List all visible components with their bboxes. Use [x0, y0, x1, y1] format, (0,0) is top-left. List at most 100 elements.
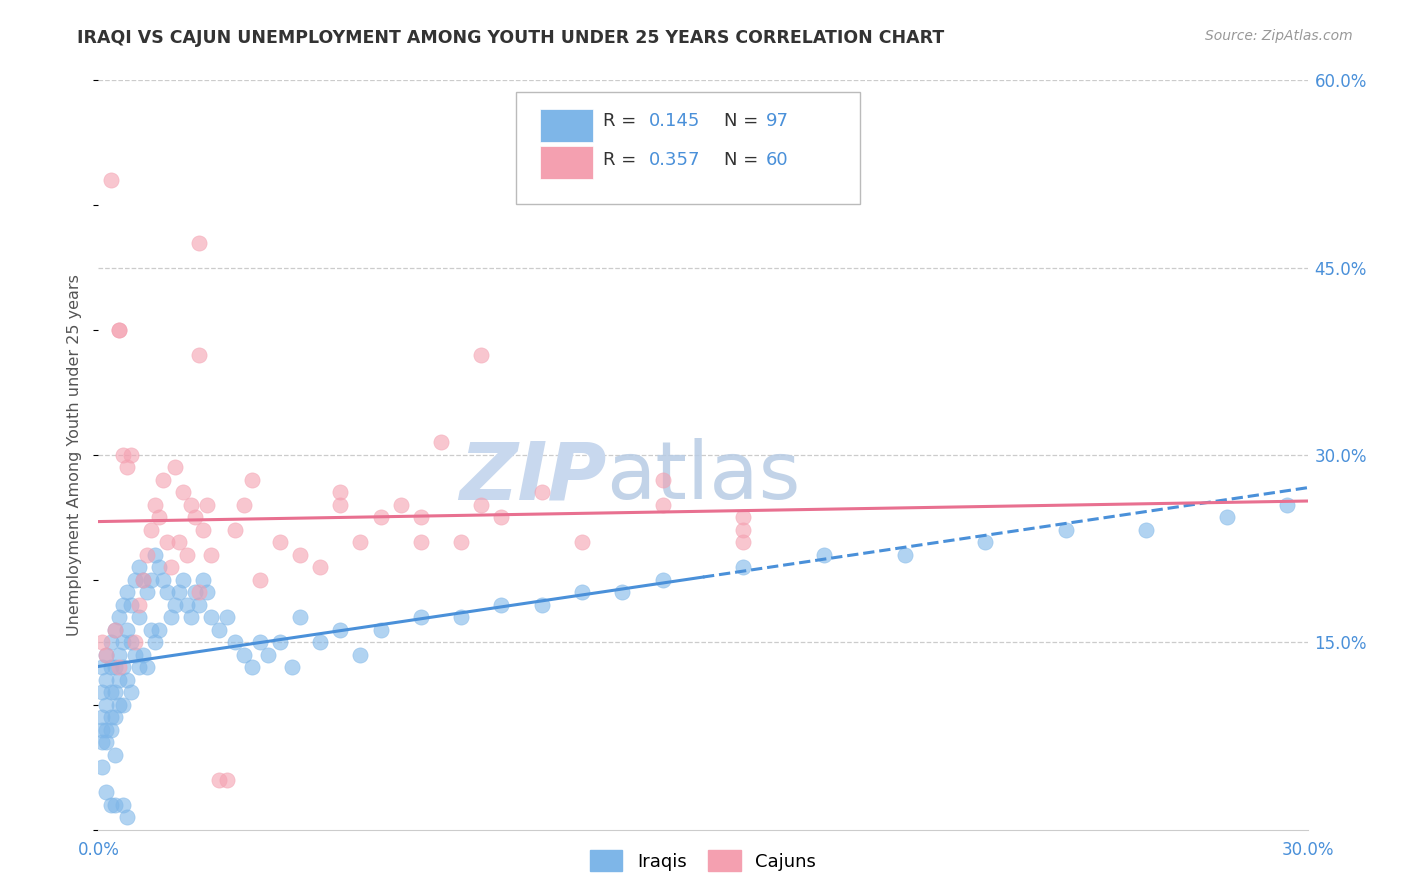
Point — [329, 498, 352, 512]
Text: atlas: atlas — [606, 438, 800, 516]
Point — [409, 510, 432, 524]
Point — [180, 498, 202, 512]
Point — [309, 635, 332, 649]
Point — [281, 660, 304, 674]
Point — [115, 460, 138, 475]
Point — [152, 473, 174, 487]
Point — [1135, 523, 1157, 537]
Point — [103, 623, 125, 637]
Point — [148, 623, 170, 637]
Point — [208, 623, 231, 637]
Point — [91, 710, 114, 724]
Point — [96, 648, 118, 662]
Point — [208, 772, 231, 787]
Point — [120, 448, 142, 462]
Point — [100, 723, 122, 737]
Point — [103, 623, 125, 637]
FancyBboxPatch shape — [540, 146, 593, 179]
Text: ZIP: ZIP — [458, 438, 606, 516]
Point — [107, 698, 129, 712]
Point — [163, 460, 186, 475]
Point — [148, 510, 170, 524]
Point — [139, 523, 162, 537]
Point — [200, 548, 222, 562]
Point — [240, 473, 263, 487]
Point — [132, 648, 155, 662]
Point — [450, 610, 472, 624]
Point — [96, 735, 118, 749]
Text: 60: 60 — [766, 152, 789, 169]
Point — [733, 560, 755, 574]
Point — [249, 635, 271, 649]
Point — [813, 548, 835, 562]
Point — [733, 523, 755, 537]
Text: 0.357: 0.357 — [648, 152, 700, 169]
Point — [135, 548, 157, 562]
Point — [91, 635, 114, 649]
Point — [160, 560, 183, 574]
Point — [309, 560, 332, 574]
Point — [217, 610, 239, 624]
Point — [115, 623, 138, 637]
Point — [188, 585, 211, 599]
Text: 97: 97 — [766, 112, 789, 130]
Y-axis label: Unemployment Among Youth under 25 years: Unemployment Among Youth under 25 years — [67, 274, 83, 636]
Point — [188, 348, 211, 362]
Point — [124, 635, 146, 649]
Point — [232, 648, 254, 662]
Point — [107, 323, 129, 337]
Point — [128, 560, 150, 574]
Point — [120, 685, 142, 699]
Point — [135, 660, 157, 674]
FancyBboxPatch shape — [540, 109, 593, 142]
Point — [91, 735, 114, 749]
Point — [143, 548, 166, 562]
Point — [349, 535, 371, 549]
Text: R =: R = — [603, 152, 641, 169]
Text: 0.145: 0.145 — [648, 112, 700, 130]
Point — [111, 635, 134, 649]
Point — [329, 623, 352, 637]
Point — [167, 585, 190, 599]
Point — [107, 610, 129, 624]
Text: N =: N = — [724, 152, 763, 169]
Point — [96, 648, 118, 662]
Point — [172, 573, 194, 587]
Point — [91, 723, 114, 737]
Point — [651, 573, 673, 587]
Point — [91, 760, 114, 774]
Point — [184, 510, 207, 524]
Point — [96, 673, 118, 687]
Point — [1277, 498, 1299, 512]
Point — [195, 585, 218, 599]
Point — [115, 585, 138, 599]
Point — [450, 535, 472, 549]
Point — [111, 698, 134, 712]
Point — [269, 635, 291, 649]
Point — [111, 797, 134, 812]
Point — [148, 560, 170, 574]
Point — [135, 585, 157, 599]
Point — [172, 485, 194, 500]
Point — [115, 673, 138, 687]
Point — [156, 585, 179, 599]
Point — [370, 510, 392, 524]
Point — [249, 573, 271, 587]
Point — [100, 710, 122, 724]
Point — [256, 648, 278, 662]
Point — [96, 698, 118, 712]
Point — [974, 535, 997, 549]
Point — [409, 535, 432, 549]
Point — [893, 548, 915, 562]
Point — [100, 660, 122, 674]
Point — [651, 473, 673, 487]
Point — [530, 598, 553, 612]
Point — [91, 685, 114, 699]
Point — [167, 535, 190, 549]
Point — [156, 535, 179, 549]
Point — [107, 673, 129, 687]
Point — [160, 610, 183, 624]
Point — [651, 498, 673, 512]
Point — [389, 498, 412, 512]
Point — [491, 510, 513, 524]
